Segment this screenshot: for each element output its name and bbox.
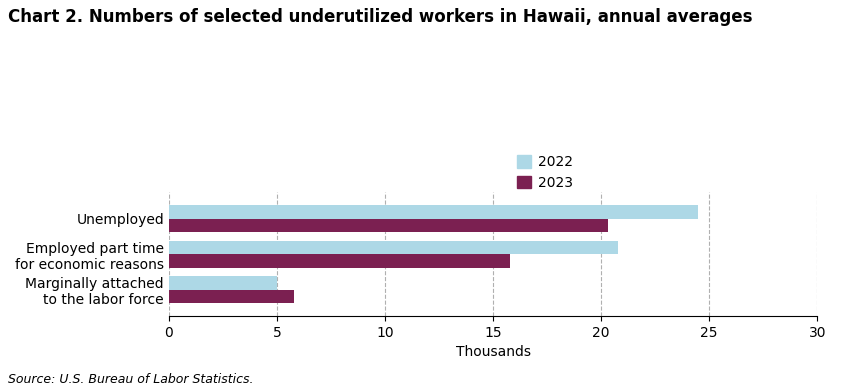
X-axis label: Thousands: Thousands — [456, 346, 531, 360]
Text: Source: U.S. Bureau of Labor Statistics.: Source: U.S. Bureau of Labor Statistics. — [8, 373, 254, 386]
Bar — [169, 219, 607, 232]
Legend: 2022, 2023: 2022, 2023 — [514, 152, 575, 193]
Bar — [169, 254, 510, 268]
Bar — [169, 290, 294, 303]
Bar — [169, 276, 277, 290]
Text: Chart 2. Numbers of selected underutilized workers in Hawaii, annual averages: Chart 2. Numbers of selected underutiliz… — [8, 8, 753, 26]
Bar — [169, 241, 618, 254]
Bar — [169, 206, 698, 219]
